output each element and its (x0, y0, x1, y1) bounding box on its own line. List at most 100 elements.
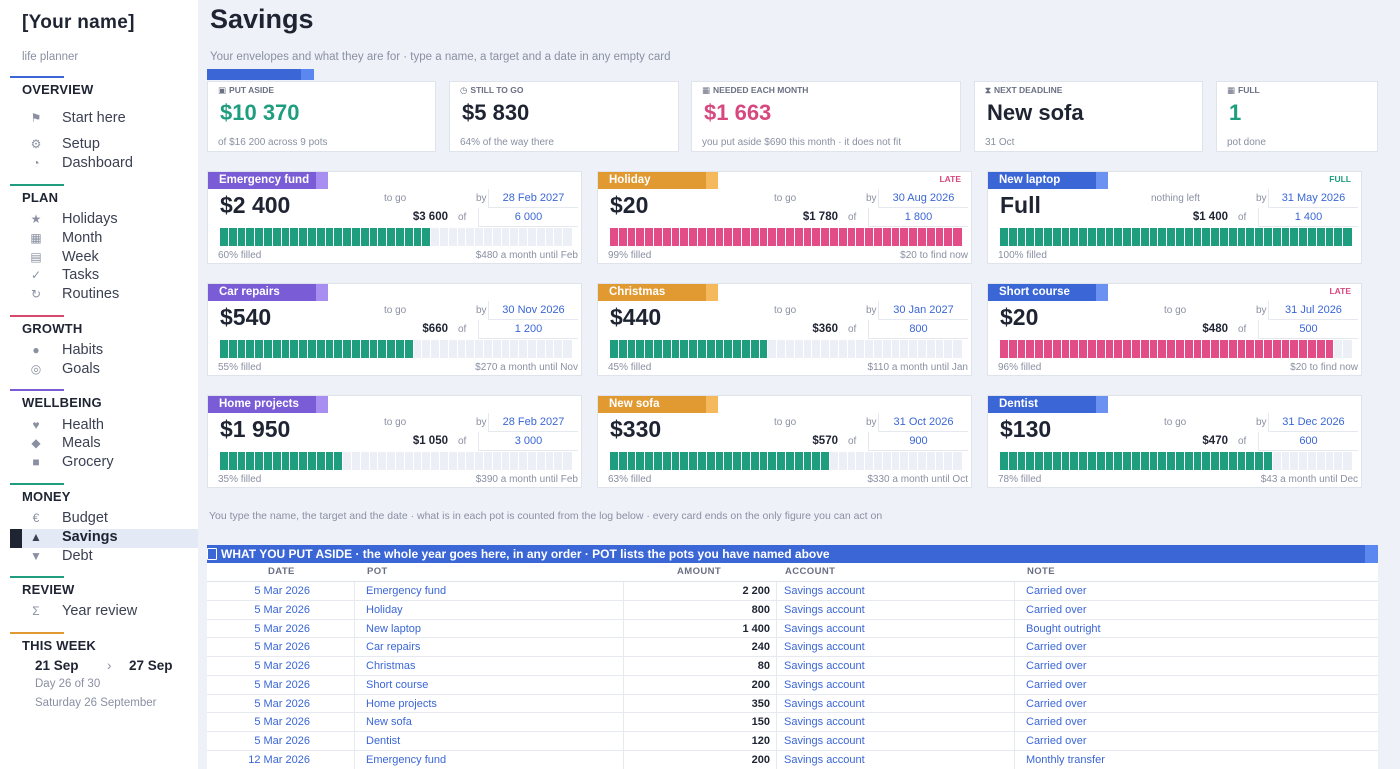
cell-account[interactable]: Savings account (784, 603, 865, 616)
table-row[interactable]: 5 Mar 2026 Emergency fund 2 200 Savings acc… (207, 582, 1378, 601)
pot-name-tab[interactable]: Car repairs (208, 284, 328, 301)
target-date-field[interactable]: 30 Aug 2026 (878, 189, 968, 208)
cell-pot[interactable]: Holiday (366, 603, 403, 616)
target-amount-field[interactable]: 900 (868, 432, 968, 451)
cell-note[interactable]: Carried over (1026, 678, 1087, 691)
pot-name-tab[interactable]: New laptop (988, 172, 1108, 189)
cell-date[interactable]: 5 Mar 2026 (254, 660, 310, 672)
cell-amount[interactable]: 350 (751, 697, 770, 710)
table-row[interactable]: 5 Mar 2026 New laptop 1 400 Savings account… (207, 619, 1378, 639)
target-date-field[interactable]: 31 Dec 2026 (1268, 413, 1358, 432)
pot-name-tab[interactable]: Short course (988, 284, 1108, 301)
cell-pot[interactable]: Car repairs (366, 641, 421, 654)
cell-date[interactable]: 5 Mar 2026 (254, 641, 310, 654)
cell-account[interactable]: Savings account (784, 716, 865, 729)
cell-pot[interactable]: New sofa (366, 716, 412, 729)
target-date-field[interactable]: 28 Feb 2027 (488, 189, 578, 208)
cell-date[interactable]: 5 Mar 2026 (254, 603, 310, 616)
cell-amount[interactable]: 80 (757, 660, 770, 672)
table-row[interactable]: 5 Mar 2026 Car repairs 240 Savings account C… (207, 638, 1378, 657)
cell-note[interactable]: Bought outright (1026, 622, 1101, 635)
pot-name[interactable]: Christmas (598, 284, 706, 301)
table-row[interactable]: 5 Mar 2026 Short course 200 Savings account… (207, 675, 1378, 695)
cell-account[interactable]: Savings account (784, 641, 865, 654)
cell-amount[interactable]: 120 (751, 735, 770, 747)
cell-note[interactable]: Monthly transfer (1026, 753, 1105, 766)
cell-pot[interactable]: Emergency fund (366, 753, 447, 766)
cell-note[interactable]: Carried over (1026, 716, 1087, 729)
cell-account[interactable]: Savings account (784, 585, 865, 597)
table-row[interactable]: 5 Mar 2026 Christmas 80 Savings account Carr… (207, 657, 1378, 676)
cell-amount[interactable]: 240 (751, 641, 770, 654)
cell-note[interactable]: Carried over (1026, 735, 1087, 747)
sidebar-item-holidays[interactable]: ★ Holidays (10, 211, 198, 230)
target-amount-field[interactable]: 1 400 (1258, 208, 1358, 227)
cell-date[interactable]: 12 Mar 2026 (248, 753, 310, 766)
cell-date[interactable]: 5 Mar 2026 (254, 678, 310, 691)
pot-name-tab[interactable]: Home projects (208, 396, 328, 413)
sidebar-item-dashboard[interactable]: ◔ Dashboard (10, 155, 198, 174)
cell-note[interactable]: Carried over (1026, 641, 1087, 654)
cell-note[interactable]: Carried over (1026, 697, 1087, 710)
sidebar-item-routines[interactable]: ↻ Routines (10, 286, 198, 305)
target-date-field[interactable]: 31 Jul 2026 (1268, 301, 1358, 320)
target-amount-field[interactable]: 600 (1258, 432, 1358, 451)
target-amount-field[interactable]: 6 000 (478, 208, 578, 227)
sidebar-item-debt[interactable]: ▼ Debt (10, 548, 198, 567)
cell-pot[interactable]: Christmas (366, 660, 416, 672)
pot-name[interactable]: Short course (988, 284, 1096, 301)
pot-name[interactable]: Holiday (598, 172, 706, 189)
table-row[interactable]: 12 Mar 2026 Emergency fund 200 Savings acco… (207, 750, 1378, 769)
cell-amount[interactable]: 200 (751, 753, 770, 766)
cell-note[interactable]: Carried over (1026, 585, 1087, 597)
sidebar-item-budget[interactable]: € Budget (10, 510, 198, 529)
table-row[interactable]: 5 Mar 2026 Home projects 350 Savings accoun… (207, 694, 1378, 714)
pot-name-tab[interactable]: Dentist (988, 396, 1108, 413)
pot-name[interactable]: Car repairs (208, 284, 316, 301)
cell-pot[interactable]: Home projects (366, 697, 437, 710)
pot-name[interactable]: New laptop (988, 172, 1096, 189)
sidebar-item-year-review[interactable]: Σ Year review (10, 603, 198, 622)
cell-amount[interactable]: 200 (751, 678, 770, 691)
pot-name-tab[interactable]: Christmas (598, 284, 718, 301)
target-date-field[interactable]: 30 Jan 2027 (878, 301, 968, 320)
target-amount-field[interactable]: 800 (868, 320, 968, 339)
sidebar-item-setup[interactable]: ⚙ Setup (10, 136, 198, 155)
table-row[interactable]: 5 Mar 2026 Holiday 800 Savings account Carri… (207, 600, 1378, 620)
table-row[interactable]: 5 Mar 2026 Dentist 120 Savings account Carri… (207, 732, 1378, 751)
cell-account[interactable]: Savings account (784, 678, 865, 691)
cell-pot[interactable]: Short course (366, 678, 429, 691)
cell-date[interactable]: 5 Mar 2026 (254, 716, 310, 729)
pot-name[interactable]: Dentist (988, 396, 1096, 413)
cell-date[interactable]: 5 Mar 2026 (254, 622, 310, 635)
sidebar-item-month[interactable]: ▦ Month (10, 230, 198, 249)
sidebar-item-savings[interactable]: ▲ Savings (10, 529, 198, 548)
sidebar-item-week[interactable]: ▤ Week (10, 249, 198, 268)
cell-amount[interactable]: 800 (751, 603, 770, 616)
target-amount-field[interactable]: 1 800 (868, 208, 968, 227)
pot-name[interactable]: Emergency fund (208, 172, 316, 189)
cell-amount[interactable]: 150 (751, 716, 770, 729)
cell-date[interactable]: 5 Mar 2026 (254, 697, 310, 710)
sidebar-item-health[interactable]: ♥ Health (10, 417, 198, 436)
target-date-field[interactable]: 30 Nov 2026 (488, 301, 578, 320)
sidebar-item-goals[interactable]: ◎ Goals (10, 361, 198, 380)
table-row[interactable]: 5 Mar 2026 New sofa 150 Savings account Carr… (207, 713, 1378, 732)
cell-pot[interactable]: Emergency fund (366, 585, 447, 597)
cell-account[interactable]: Savings account (784, 735, 865, 747)
pot-name[interactable]: Home projects (208, 396, 316, 413)
target-date-field[interactable]: 31 May 2026 (1268, 189, 1358, 208)
sidebar-item-meals[interactable]: ◆ Meals (10, 435, 198, 454)
cell-amount[interactable]: 2 200 (742, 585, 770, 597)
cell-date[interactable]: 5 Mar 2026 (254, 735, 310, 747)
cell-amount[interactable]: 1 400 (742, 622, 770, 635)
sidebar-item-habits[interactable]: ● Habits (10, 342, 198, 361)
cell-date[interactable]: 5 Mar 2026 (254, 585, 310, 597)
target-date-field[interactable]: 28 Feb 2027 (488, 413, 578, 432)
sidebar-item-tasks[interactable]: ✓ Tasks (10, 267, 198, 286)
cell-account[interactable]: Savings account (784, 753, 865, 766)
cell-note[interactable]: Carried over (1026, 603, 1087, 616)
target-date-field[interactable]: 31 Oct 2026 (878, 413, 968, 432)
pot-name-tab[interactable]: Holiday (598, 172, 718, 189)
cell-account[interactable]: Savings account (784, 697, 865, 710)
